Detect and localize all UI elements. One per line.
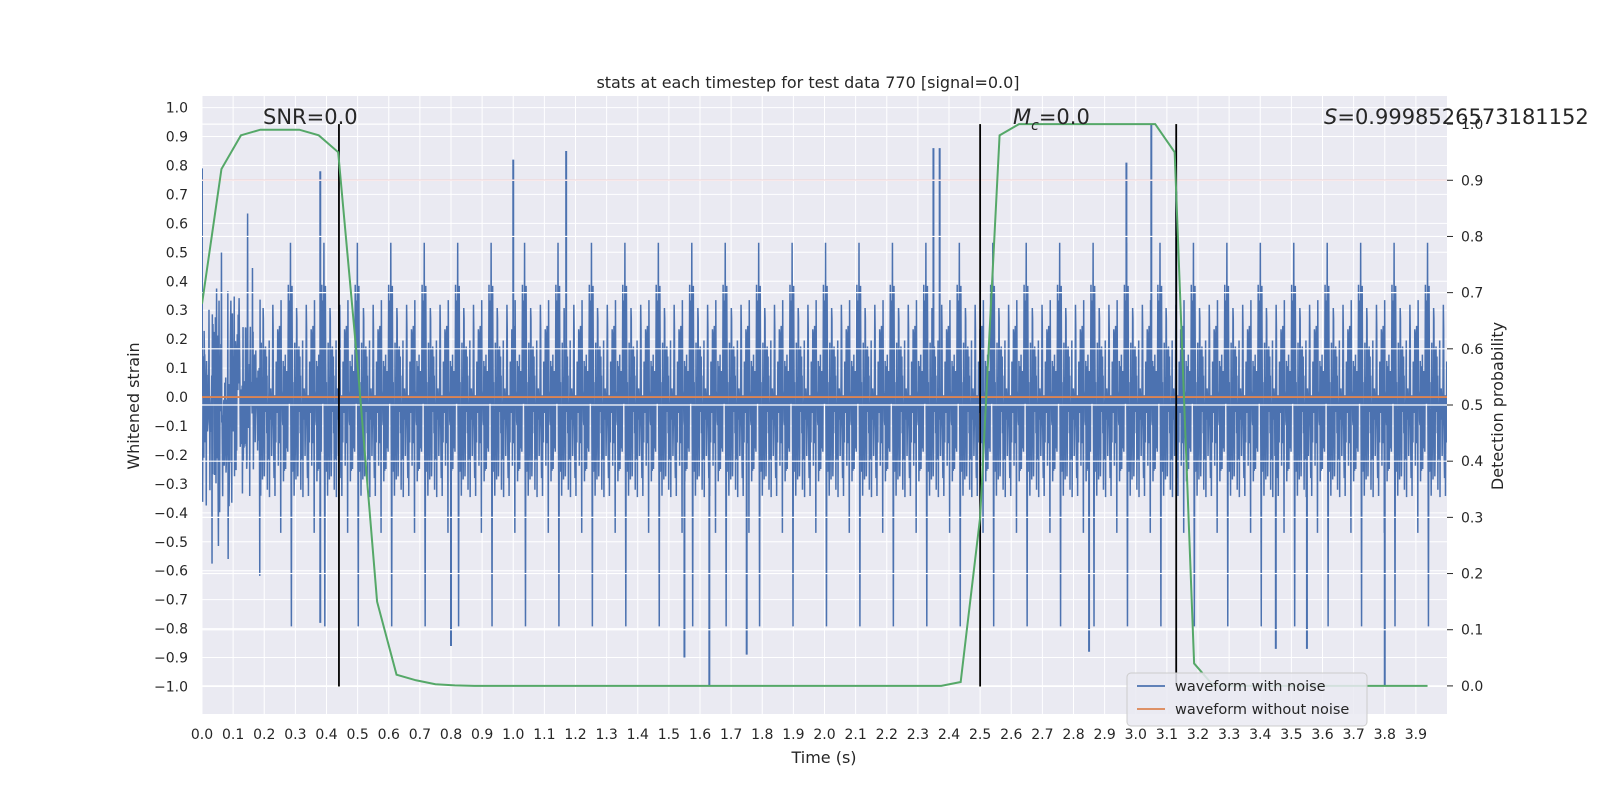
x-tick-label: 1.7	[720, 727, 742, 743]
x-tick-label: 1.4	[627, 727, 649, 743]
series-waveform-with-noise	[202, 213, 1447, 627]
x-tick-label: 1.5	[658, 727, 680, 743]
x-tick-label: 3.5	[1280, 727, 1302, 743]
x-tick-label: 1.2	[564, 727, 586, 743]
y-tick-label: −0.6	[154, 564, 188, 580]
y-tick-label: −0.8	[154, 622, 188, 638]
x-tick-label: 2.3	[907, 727, 929, 743]
y-tick-label: 0.4	[166, 274, 188, 290]
x-tick-label: 3.2	[1187, 727, 1209, 743]
y-tick-label: 0.5	[166, 245, 188, 261]
y-tick-label: −0.5	[154, 535, 188, 551]
x-tick-label: 2.5	[969, 727, 991, 743]
x-tick-label: 2.4	[938, 727, 960, 743]
y-tick-label: −0.1	[154, 419, 188, 435]
x-tick-label: 0.7	[409, 727, 431, 743]
x-tick-label: 1.3	[595, 727, 617, 743]
y2-axis-label: Detection probability	[1488, 322, 1507, 490]
y2-tick-label: 0.5	[1461, 398, 1483, 414]
y2-tick-label: 1.0	[1461, 117, 1483, 133]
y2-tick-label: 0.0	[1461, 679, 1483, 695]
x-axis-label: Time (s)	[790, 748, 856, 767]
annotation-s: S=0.9998526573181152	[1324, 105, 1589, 129]
y2-tick-label: 0.1	[1461, 623, 1483, 639]
x-tick-label: 3.1	[1156, 727, 1178, 743]
x-tick-label: 0.8	[440, 727, 462, 743]
x-tick-label: 2.6	[1000, 727, 1022, 743]
x-tick-label: 3.7	[1342, 727, 1364, 743]
x-tick-label: 3.9	[1405, 727, 1427, 743]
annotation-mc-symbol: M	[1013, 105, 1031, 129]
y2-tick-label: 0.4	[1461, 454, 1483, 470]
y2-tick-label: 0.6	[1461, 342, 1483, 358]
y-tick-label: −0.2	[154, 448, 188, 464]
x-tick-label: 2.2	[876, 727, 898, 743]
legend-label-noise: waveform with noise	[1175, 679, 1326, 695]
x-tick-label: 1.0	[502, 727, 524, 743]
y-tick-label: 0.9	[166, 130, 188, 146]
x-tick-label: 0.1	[222, 727, 244, 743]
x-tick-label: 0.0	[191, 727, 213, 743]
x-tick-label: 2.8	[1062, 727, 1084, 743]
x-tick-label: 3.8	[1374, 727, 1396, 743]
y2-tick-labels: 1.0 0.9 0.8 0.7 0.6 0.5 0.4 0.3 0.2 0.1 0.0	[1447, 117, 1483, 695]
x-tick-label: 2.0	[813, 727, 835, 743]
x-tick-label: 1.9	[782, 727, 804, 743]
y-tick-label: −0.3	[154, 477, 188, 493]
y-tick-label: 0.8	[166, 158, 188, 174]
x-tick-label: 1.8	[751, 727, 773, 743]
annotation-snr: SNR=0.0	[263, 105, 358, 129]
y-tick-label: 1.0	[166, 101, 188, 117]
y-tick-label: −0.4	[154, 506, 188, 522]
x-tick-label: 3.0	[1125, 727, 1147, 743]
x-tick-label: 3.3	[1218, 727, 1240, 743]
x-tick-label: 0.3	[284, 727, 306, 743]
y2-tick-label: 0.9	[1461, 173, 1483, 189]
annotation-mc-value: =0.0	[1039, 105, 1090, 129]
chart-title: stats at each timestep for test data 770…	[596, 73, 1019, 92]
y2-tick-label: 0.3	[1461, 510, 1483, 526]
y-tick-label: 0.6	[166, 216, 188, 232]
y2-tick-label: 0.7	[1461, 286, 1483, 302]
y-tick-label: 0.0	[166, 390, 188, 406]
y-tick-label: −0.7	[154, 593, 188, 609]
x-tick-label: 2.1	[844, 727, 866, 743]
x-tick-label: 0.5	[346, 727, 368, 743]
legend-label-clean: waveform without noise	[1175, 702, 1349, 718]
y2-tick-label: 0.2	[1461, 567, 1483, 583]
y-tick-label: −1.0	[154, 680, 188, 696]
x-tick-label: 3.4	[1249, 727, 1271, 743]
legend: waveform with noise waveform without noi…	[1126, 672, 1368, 727]
y-tick-label: −0.9	[154, 651, 188, 667]
x-tick-label: 1.1	[533, 727, 555, 743]
x-tick-label: 2.9	[1093, 727, 1115, 743]
x-tick-label: 0.4	[315, 727, 337, 743]
x-tick-label: 0.9	[471, 727, 493, 743]
y-tick-labels: 1.0 0.9 0.8 0.7 0.6 0.5 0.4 0.3 0.2 0.1 0.0 −0.1 −0.…	[154, 101, 188, 696]
annotation-s-symbol: S	[1324, 105, 1337, 129]
series-detection-probability	[202, 123, 1428, 687]
y-tick-label: 0.3	[166, 303, 188, 319]
x-tick-label: 1.6	[689, 727, 711, 743]
x-tick-label: 2.7	[1031, 727, 1053, 743]
annotation-mc: Mc=0.0	[1013, 105, 1090, 134]
y-axis-label: Whitened strain	[124, 342, 143, 469]
y2-tick-label: 0.8	[1461, 229, 1483, 245]
x-tick-labels: 0.0 0.1 0.2 0.3 0.4 0.5 0.6 0.7 0.8 0.9 1.0 1.1 1.2 1…	[191, 727, 1427, 743]
y-tick-label: 0.2	[166, 332, 188, 348]
x-tick-label: 0.6	[378, 727, 400, 743]
annotation-s-value: =0.9998526573181152	[1337, 105, 1588, 129]
x-tick-label: 0.2	[253, 727, 275, 743]
x-tick-label: 3.6	[1311, 727, 1333, 743]
y-tick-label: 0.1	[166, 361, 188, 377]
y-tick-label: 0.7	[166, 187, 188, 203]
annotation-mc-subscript: c	[1031, 118, 1039, 134]
legend-box	[1126, 672, 1368, 727]
